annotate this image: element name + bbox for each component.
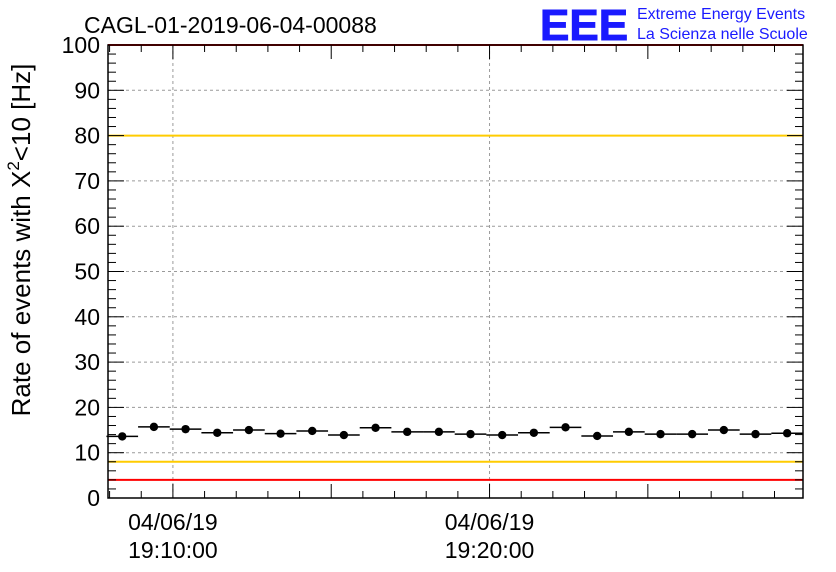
- point-marker: [624, 427, 634, 437]
- data-points: [106, 422, 803, 441]
- y-tick-label: 60: [74, 213, 100, 239]
- point-marker: [592, 431, 602, 441]
- data-point: [359, 423, 392, 432]
- y-tick-label: 100: [62, 32, 100, 58]
- y-tick-label: 40: [74, 304, 100, 330]
- point-marker: [434, 427, 444, 437]
- point-marker: [118, 432, 127, 441]
- data-point: [233, 425, 265, 435]
- data-point: [201, 428, 234, 437]
- data-point: [644, 429, 677, 439]
- point-marker: [529, 428, 539, 437]
- logo-letters: EEE: [540, 1, 628, 50]
- point-marker: [371, 423, 380, 432]
- data-point: [328, 430, 360, 440]
- logo-line-2: La Scienza nelle Scuole: [637, 26, 808, 43]
- point-marker: [782, 429, 792, 438]
- data-point: [486, 430, 519, 440]
- point-marker: [466, 429, 475, 439]
- logo-line-1: Extreme Energy Events: [637, 6, 805, 23]
- point-marker: [213, 428, 222, 437]
- y-tick-label: 50: [74, 259, 100, 285]
- point-marker: [719, 425, 729, 435]
- data-point: [676, 429, 709, 439]
- data-point: [264, 429, 297, 438]
- data-point: [708, 425, 740, 435]
- y-tick-label: 70: [74, 168, 100, 194]
- point-marker: [149, 422, 159, 432]
- point-marker: [181, 424, 190, 434]
- y-tick-label: 0: [87, 485, 100, 511]
- data-point: [169, 424, 202, 434]
- point-marker: [244, 425, 254, 435]
- data-point: [106, 432, 139, 441]
- y-axis-ticks: 0 10 20 30 40 50 60 70 80 90 100: [62, 32, 803, 511]
- data-point: [423, 427, 455, 437]
- point-marker: [276, 429, 285, 438]
- y-axis-title-superscript: 2: [4, 161, 23, 170]
- point-marker: [339, 430, 349, 440]
- point-marker: [498, 430, 507, 440]
- x-tick-label-date: 04/06/19: [445, 509, 535, 535]
- x-tick-label-date: 04/06/19: [128, 509, 218, 535]
- point-marker: [308, 426, 317, 436]
- point-marker: [751, 429, 760, 439]
- data-point: [549, 423, 582, 432]
- data-point: [391, 427, 424, 437]
- data-point: [613, 427, 645, 437]
- chart-title: CAGL-01-2019-06-04-00088: [84, 12, 377, 38]
- data-point: [138, 422, 170, 432]
- data-point: [581, 431, 614, 441]
- y-tick-label: 20: [74, 394, 100, 420]
- y-axis-title: Rate of events with X2<10 [Hz]: [4, 64, 36, 417]
- point-marker: [561, 423, 570, 432]
- y-tick-label: 90: [74, 77, 100, 103]
- data-point: [454, 429, 487, 439]
- point-marker: [403, 427, 412, 437]
- data-point: [771, 429, 803, 438]
- data-point: [296, 426, 329, 436]
- x-tick-label-time: 19:10:00: [128, 537, 218, 563]
- point-marker: [656, 429, 665, 439]
- point-marker: [687, 429, 697, 439]
- data-point: [739, 429, 772, 439]
- y-tick-label: 80: [74, 123, 100, 149]
- data-point: [518, 428, 550, 437]
- y-tick-label: 10: [74, 440, 100, 466]
- eee-logo: EEE Extreme Energy Events La Scienza nel…: [540, 1, 808, 51]
- y-tick-label: 30: [74, 349, 100, 375]
- x-tick-label-time: 19:20:00: [445, 537, 535, 563]
